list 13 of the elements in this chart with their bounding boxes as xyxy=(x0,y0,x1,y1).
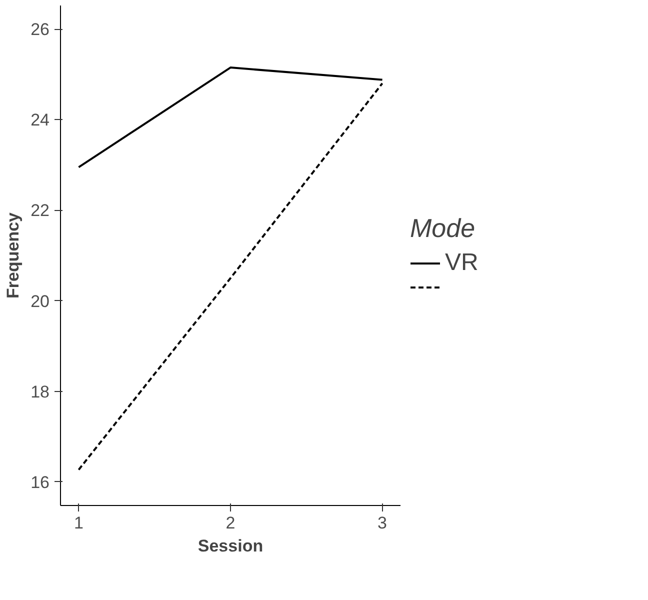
y-tick-label: 22 xyxy=(30,201,50,220)
y-tick-label: 24 xyxy=(30,110,50,130)
y-tick-label: 16 xyxy=(30,472,50,492)
y-tick-label: 18 xyxy=(30,382,50,402)
y-axis-title: Frequency xyxy=(4,212,23,298)
legend-label: VR xyxy=(445,249,478,277)
y-tick-label: 26 xyxy=(30,20,50,40)
x-axis-title: Session xyxy=(198,536,264,556)
legend-title: Mode xyxy=(410,213,476,244)
y-tick-label: 20 xyxy=(30,292,50,311)
x-tick-label: 2 xyxy=(226,514,236,532)
x-tick-label: 3 xyxy=(378,514,388,532)
x-tick-label: 1 xyxy=(74,514,84,532)
